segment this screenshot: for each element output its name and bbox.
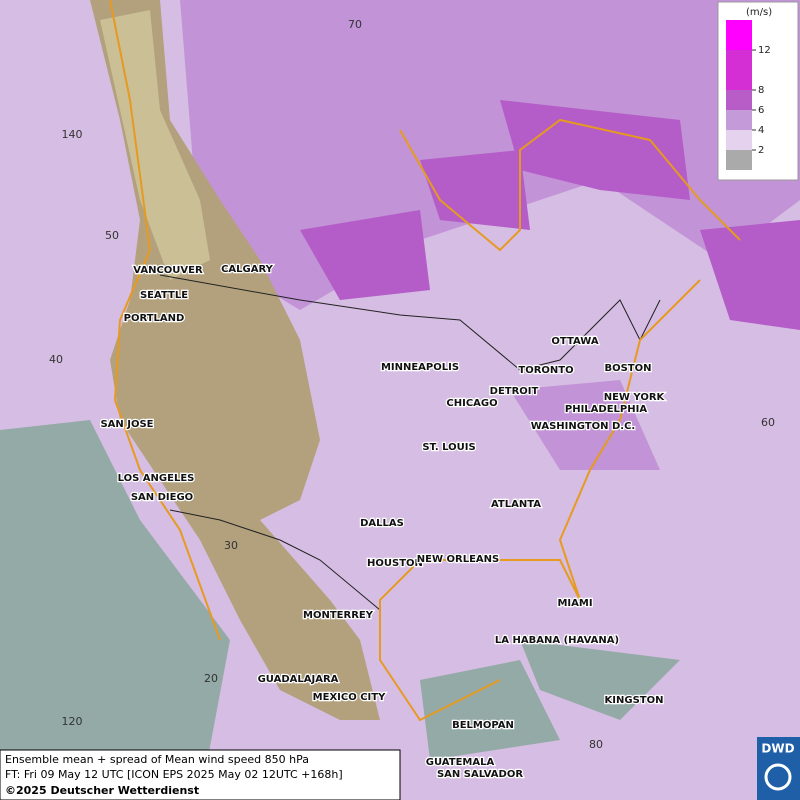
legend-tick-label: 8 (758, 85, 764, 96)
copyright: ©2025 Deutscher Wetterdienst (5, 784, 199, 797)
city-label: DALLAS (360, 518, 404, 529)
city-label: PHILADELPHIA (565, 404, 647, 415)
graticule-label: 140 (62, 128, 83, 141)
legend-tick-label: 2 (758, 145, 764, 156)
city-label: DETROIT (490, 386, 539, 397)
caption: Ensemble mean + spread of Mean wind spee… (5, 753, 309, 766)
city-label: LOS ANGELES (118, 473, 195, 484)
city-label: NEW YORK (604, 392, 666, 403)
city-labels: VANCOUVER CALGARY SEATTLE PORTLAND MINNEAPOL… (99, 263, 667, 782)
city-label: ST. LOUIS (422, 442, 475, 453)
city-label: SAN SALVADOR (437, 769, 523, 780)
legend-tick-label: 4 (758, 125, 764, 136)
legend: (m/s) 12 8 6 4 2 (717, 1, 799, 181)
graticule-label: 60 (761, 416, 775, 429)
graticule-label: 50 (105, 229, 119, 242)
city-label: TORONTO (518, 365, 573, 376)
city-label: OTTAWA (551, 336, 598, 347)
legend-tick-label: 6 (758, 105, 764, 116)
city-label: CALGARY (221, 264, 274, 275)
city-label: BELMOPAN (452, 720, 514, 731)
city-label: WASHINGTON D.C. (531, 421, 635, 432)
graticule-label: 120 (62, 715, 83, 728)
logo-icon (764, 763, 792, 791)
graticule-label: 20 (204, 672, 218, 685)
city-label: MEXICO CITY (313, 692, 386, 703)
city-label: LA HABANA (HAVANA) (495, 635, 619, 646)
city-label: NEW ORLEANS (417, 554, 499, 565)
graticule-label: 80 (589, 738, 603, 751)
logo: DWD (761, 742, 794, 756)
city-label: MINNEAPOLIS (381, 362, 459, 373)
borders (159, 274, 661, 611)
caption-box (0, 749, 401, 800)
city-label: GUATEMALA (426, 757, 495, 768)
city-label: ATLANTA (491, 499, 541, 510)
city-label: KINGSTON (605, 695, 664, 706)
caption: FT: Fri 09 May 12 UTC [ICON EPS 2025 May… (5, 768, 343, 781)
graticule-labels: 70 140 50 40 30 20 120 80 60 (49, 18, 775, 751)
graticule-label: 30 (224, 539, 238, 552)
city-label: MIAMI (557, 598, 592, 609)
legend-tick-label: 12 (758, 45, 771, 56)
city-label: SAN DIEGO (131, 492, 193, 503)
coastlines (109, 0, 741, 722)
city-label: VANCOUVER (133, 265, 203, 276)
city-label: SAN JOSE (100, 419, 153, 430)
city-label: MONTERREY (303, 610, 374, 621)
graticule-label: 40 (49, 353, 63, 366)
city-label: CHICAGO (446, 398, 497, 409)
city-label: HOUSTON (367, 558, 423, 569)
city-label: BOSTON (604, 363, 651, 374)
city-label: GUADALAJARA (258, 674, 339, 685)
graticule-label: 70 (348, 18, 362, 31)
terrain (90, 0, 380, 720)
city-label: PORTLAND (124, 313, 185, 324)
city-label: SEATTLE (140, 290, 188, 301)
legend-unit: (m/s) (746, 7, 772, 18)
